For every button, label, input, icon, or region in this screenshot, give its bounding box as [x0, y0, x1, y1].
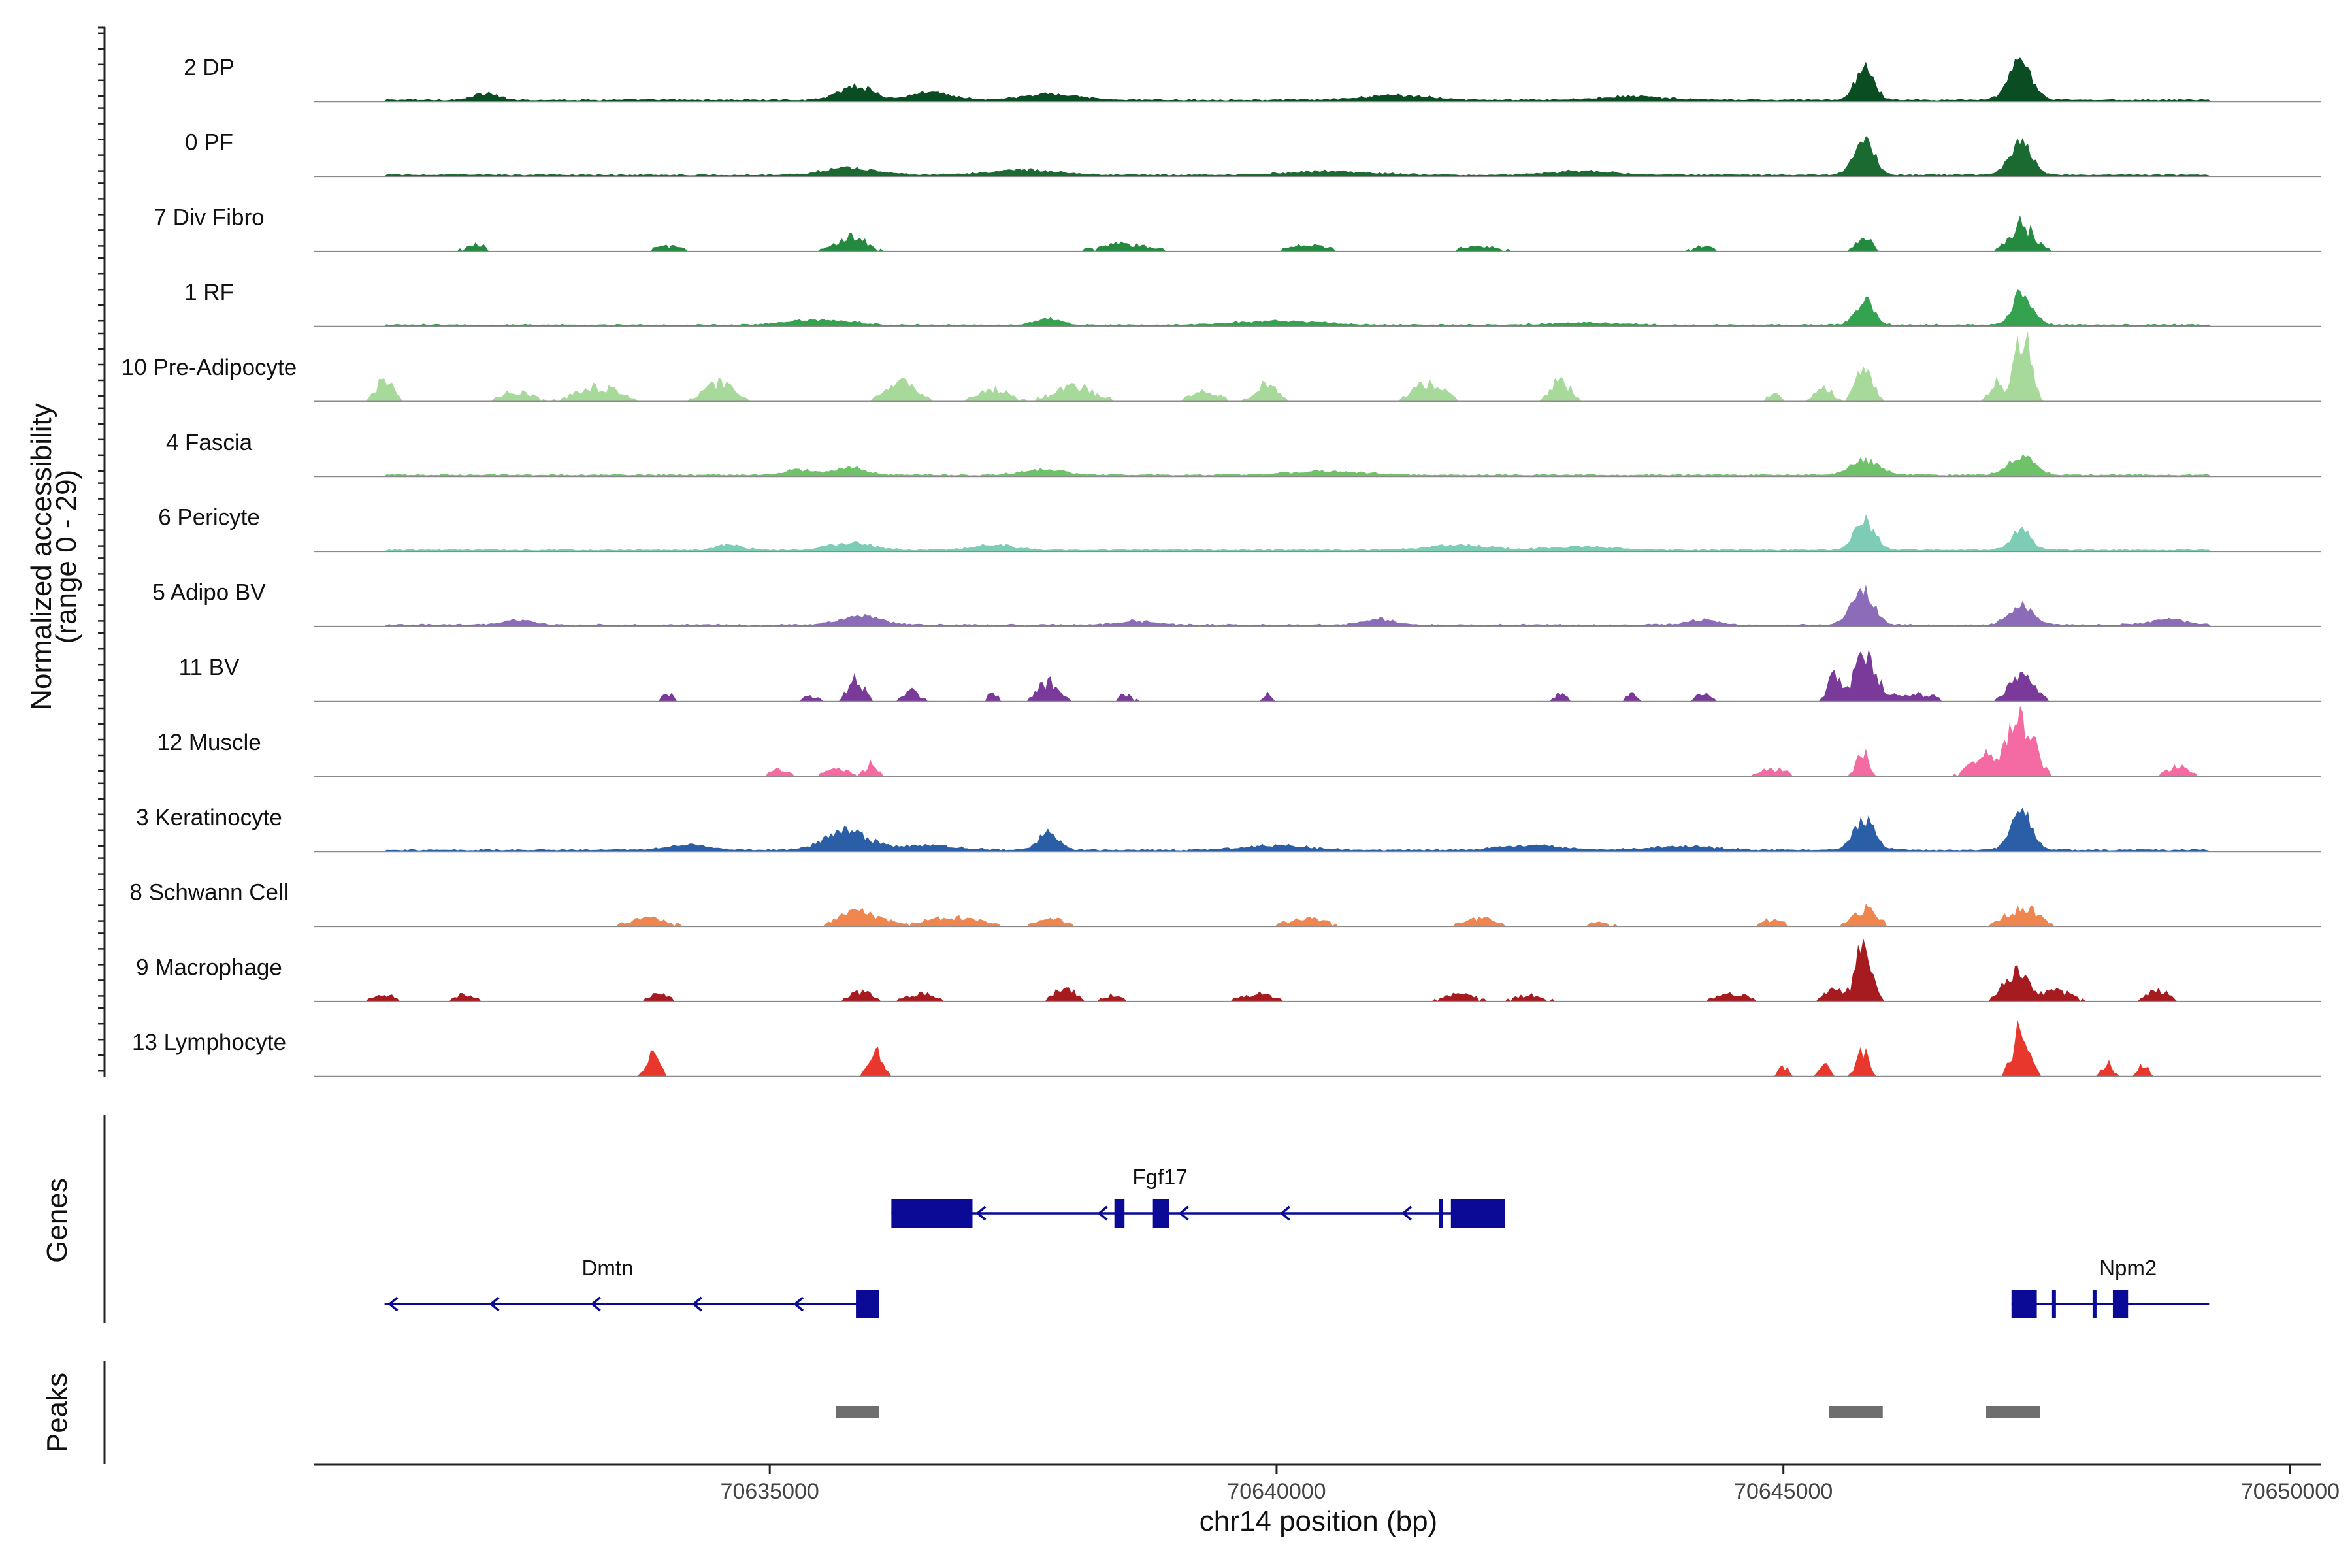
track-label: 13 Lymphocyte [132, 1030, 286, 1055]
track-label: 10 Pre-Adipocyte [122, 355, 297, 380]
gene-exon [2051, 1290, 2056, 1318]
track-signal [314, 289, 2321, 327]
y-axis-range-label: (range 0 - 29) [50, 470, 82, 644]
track-signal [314, 1019, 2321, 1077]
peaks-panel-label: Peaks [41, 1373, 73, 1452]
peak-region [1986, 1406, 2040, 1418]
gene-exon [2011, 1290, 2037, 1318]
track-7: 6 Pericyte [158, 505, 2321, 553]
track-signal [314, 215, 2321, 252]
strand-arrow [793, 1296, 804, 1312]
track-label: 2 DP [184, 55, 235, 80]
gene-label: Fgf17 [1132, 1165, 1187, 1189]
track-signal [314, 584, 2321, 627]
track-label: 6 Pericyte [158, 505, 260, 531]
track-8: 5 Adipo BV [152, 580, 2321, 627]
strand-arrow [489, 1296, 500, 1312]
gene-exon [1114, 1199, 1125, 1228]
peak-region [836, 1406, 879, 1418]
gene-exon [891, 1199, 973, 1228]
track-label: 12 Muscle [157, 730, 261, 755]
track-6: 4 Fascia [166, 430, 2321, 478]
gene-npm2: Npm2 [2011, 1256, 2210, 1318]
genes-panel-label: Genes [41, 1178, 73, 1263]
gene-fgf17: Fgf17 [891, 1165, 1505, 1228]
track-signal [314, 454, 2321, 476]
track-label: 0 PF [185, 130, 233, 155]
track-14: 13 Lymphocyte [132, 1019, 2321, 1077]
track-label: 5 Adipo BV [152, 580, 266, 605]
track-5: 10 Pre-Adipocyte [122, 331, 2321, 402]
x-tick-label: 70645000 [1734, 1479, 1833, 1504]
gene-exon [856, 1290, 879, 1318]
strand-arrow [692, 1296, 702, 1312]
x-axis-label: chr14 position (bp) [1200, 1505, 1437, 1537]
genes-panel: Fgf17 Dmtn Npm2 [103, 1115, 2210, 1323]
track-label: 9 Macrophage [136, 955, 282, 980]
gene-dmtn: Dmtn [384, 1256, 879, 1318]
track-label: 4 Fascia [166, 430, 253, 455]
strand-arrow [1097, 1205, 1108, 1221]
track-12: 8 Schwann Cell [129, 880, 2321, 928]
track-4: 1 RF [184, 280, 2321, 327]
x-tick-label: 70640000 [1227, 1479, 1326, 1504]
strand-arrow [590, 1296, 601, 1312]
track-label: 7 Div Fibro [154, 204, 264, 230]
track-signal [314, 706, 2321, 776]
track-11: 3 Keratinocyte [136, 805, 2321, 853]
x-axis: 70635000 70640000 70645000 70650000 [314, 1463, 2340, 1504]
track-signal [314, 57, 2321, 101]
track-signal [314, 938, 2321, 1002]
track-2: 0 PF [185, 130, 2321, 178]
track-label: 1 RF [184, 280, 234, 305]
gene-label: Dmtn [582, 1256, 634, 1280]
gene-label: Npm2 [2099, 1256, 2157, 1280]
gene-exon [1152, 1199, 1169, 1228]
accessibility-tracks: 2 DP 0 PF 7 Div Fibro 1 RF 10 Pre-Adipocyte 4… [122, 55, 2321, 1077]
track-3: 7 Div Fibro [154, 204, 2321, 252]
track-10: 12 Muscle [157, 706, 2321, 777]
track-signal [314, 514, 2321, 551]
strand-arrow [975, 1205, 987, 1221]
track-label: 8 Schwann Cell [129, 880, 288, 906]
x-tick-label: 70650000 [2241, 1479, 2340, 1504]
strand-arrow [387, 1296, 399, 1312]
track-signal [314, 807, 2321, 851]
track-signal [314, 136, 2321, 176]
y-axis-label: Normalized accessibility [25, 403, 57, 710]
track-13: 9 Macrophage [136, 938, 2321, 1002]
x-tick-label: 70635000 [721, 1479, 819, 1504]
track-signal [314, 649, 2321, 702]
gene-exon [2112, 1290, 2129, 1318]
track-signal [314, 331, 2321, 401]
peaks-panel [103, 1361, 2040, 1464]
gene-exon [1450, 1199, 1505, 1228]
track-signal [314, 903, 2321, 926]
strand-arrow [1401, 1205, 1412, 1221]
strand-arrow [1279, 1205, 1290, 1221]
peak-region [1829, 1406, 1883, 1418]
track-label: 3 Keratinocyte [136, 805, 282, 830]
gene-exon [1439, 1199, 1443, 1228]
track-label: 11 BV [179, 655, 240, 680]
track-1: 2 DP [184, 55, 2321, 103]
strand-arrow [1178, 1205, 1189, 1221]
gene-exon [2092, 1290, 2097, 1318]
track-9: 11 BV [179, 649, 2321, 702]
accessibility-y-axis [98, 26, 106, 1077]
